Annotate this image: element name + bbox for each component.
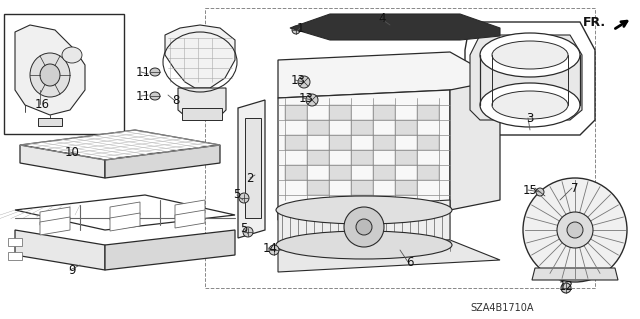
Text: 3: 3	[526, 112, 534, 124]
Ellipse shape	[269, 245, 279, 255]
Ellipse shape	[306, 94, 318, 106]
Polygon shape	[175, 210, 205, 228]
Polygon shape	[417, 105, 439, 120]
Polygon shape	[178, 88, 226, 116]
Polygon shape	[470, 35, 582, 120]
Polygon shape	[307, 120, 329, 135]
Polygon shape	[110, 202, 140, 220]
Ellipse shape	[480, 33, 580, 77]
Ellipse shape	[561, 283, 571, 293]
Bar	[245, 118, 261, 218]
Text: 10: 10	[65, 145, 79, 159]
Text: 16: 16	[35, 98, 49, 110]
Polygon shape	[307, 180, 329, 195]
Text: 2: 2	[246, 172, 253, 184]
Polygon shape	[395, 180, 417, 195]
Polygon shape	[15, 230, 105, 270]
Bar	[205, 8, 595, 288]
Ellipse shape	[356, 219, 372, 235]
Text: 13: 13	[299, 92, 314, 105]
Polygon shape	[373, 165, 395, 180]
Polygon shape	[395, 120, 417, 135]
Polygon shape	[351, 150, 373, 165]
Polygon shape	[110, 213, 140, 231]
Text: 4: 4	[378, 11, 386, 25]
Ellipse shape	[150, 92, 160, 100]
Ellipse shape	[243, 227, 253, 237]
Text: 13: 13	[291, 73, 305, 86]
Polygon shape	[238, 100, 265, 238]
Polygon shape	[15, 195, 235, 230]
Polygon shape	[351, 120, 373, 135]
Polygon shape	[373, 135, 395, 150]
Polygon shape	[285, 105, 307, 120]
Text: 5: 5	[240, 221, 248, 234]
Text: 14: 14	[262, 241, 278, 255]
Text: FR.: FR.	[583, 16, 606, 28]
Polygon shape	[15, 25, 85, 115]
Bar	[8, 238, 22, 246]
Ellipse shape	[292, 26, 300, 34]
Polygon shape	[175, 200, 205, 218]
Polygon shape	[278, 240, 500, 272]
Polygon shape	[373, 105, 395, 120]
Polygon shape	[465, 22, 595, 135]
Polygon shape	[450, 80, 500, 210]
Ellipse shape	[536, 188, 544, 196]
Ellipse shape	[276, 196, 452, 224]
Ellipse shape	[276, 231, 452, 259]
Polygon shape	[329, 165, 351, 180]
Ellipse shape	[492, 41, 568, 69]
Ellipse shape	[492, 91, 568, 119]
Polygon shape	[307, 150, 329, 165]
Text: 12: 12	[559, 279, 573, 293]
Polygon shape	[40, 217, 70, 235]
Polygon shape	[278, 90, 450, 220]
Polygon shape	[351, 180, 373, 195]
Polygon shape	[417, 135, 439, 150]
Ellipse shape	[239, 193, 249, 203]
Polygon shape	[329, 135, 351, 150]
Polygon shape	[395, 150, 417, 165]
Polygon shape	[285, 135, 307, 150]
Text: 7: 7	[572, 182, 579, 195]
Polygon shape	[417, 165, 439, 180]
Polygon shape	[290, 14, 500, 40]
Text: 1: 1	[296, 21, 304, 34]
Polygon shape	[285, 165, 307, 180]
Ellipse shape	[62, 47, 82, 63]
Text: 8: 8	[172, 93, 180, 107]
Polygon shape	[105, 145, 220, 178]
Ellipse shape	[567, 222, 583, 238]
Text: 11: 11	[136, 65, 150, 78]
Bar	[38, 118, 62, 126]
Ellipse shape	[344, 207, 384, 247]
Ellipse shape	[557, 212, 593, 248]
Polygon shape	[165, 25, 235, 88]
Polygon shape	[278, 200, 450, 250]
Ellipse shape	[298, 76, 310, 88]
Text: 5: 5	[234, 189, 241, 202]
Ellipse shape	[150, 68, 160, 76]
Text: 9: 9	[68, 263, 76, 277]
Text: 15: 15	[523, 183, 538, 197]
Ellipse shape	[30, 53, 70, 97]
Ellipse shape	[40, 64, 60, 86]
Polygon shape	[278, 52, 500, 100]
Bar	[182, 108, 222, 120]
Ellipse shape	[480, 83, 580, 127]
Text: 6: 6	[406, 256, 413, 269]
Polygon shape	[532, 268, 618, 280]
Text: 11: 11	[136, 90, 150, 102]
Ellipse shape	[523, 178, 627, 282]
Polygon shape	[20, 130, 220, 160]
Bar	[4, 14, 124, 134]
Text: SZA4B1710A: SZA4B1710A	[470, 303, 534, 313]
Polygon shape	[329, 105, 351, 120]
Polygon shape	[105, 230, 235, 270]
Bar	[8, 252, 22, 260]
Polygon shape	[20, 145, 105, 178]
Polygon shape	[40, 207, 70, 225]
